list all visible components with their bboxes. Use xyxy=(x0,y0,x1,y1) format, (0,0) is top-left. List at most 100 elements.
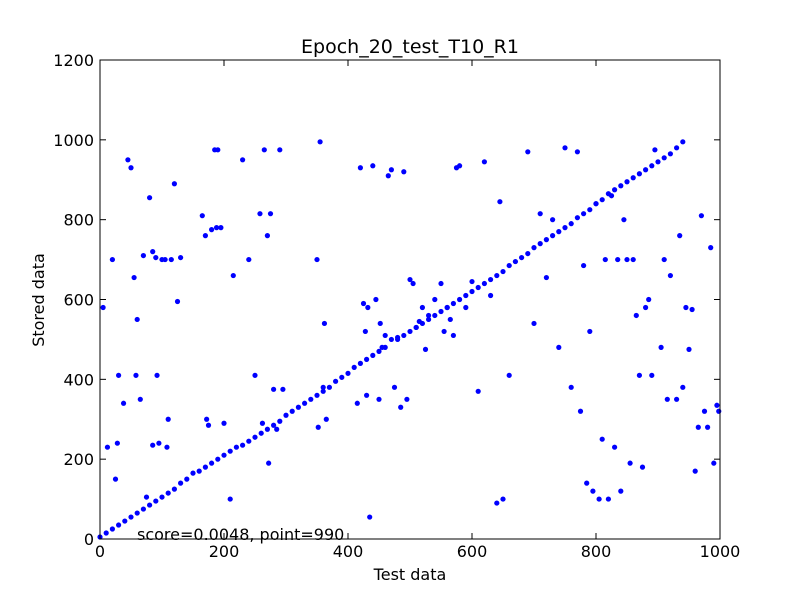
data-point xyxy=(602,256,608,263)
data-point xyxy=(209,460,215,466)
data-point xyxy=(274,426,280,432)
data-point xyxy=(636,372,643,378)
data-point xyxy=(159,494,165,500)
data-point xyxy=(689,306,695,313)
data-point xyxy=(630,175,636,181)
data-point xyxy=(364,392,370,398)
data-point xyxy=(354,400,360,406)
data-point xyxy=(432,312,438,319)
data-point xyxy=(258,430,264,436)
data-point xyxy=(215,147,221,153)
data-point xyxy=(345,370,351,376)
data-point xyxy=(351,364,357,370)
data-point xyxy=(128,165,134,171)
data-point xyxy=(649,163,655,169)
data-point xyxy=(289,408,295,414)
data-point xyxy=(608,193,615,199)
data-point xyxy=(131,274,137,281)
data-point xyxy=(475,284,481,291)
data-point xyxy=(612,187,618,193)
data-point xyxy=(314,256,320,263)
data-point xyxy=(506,372,512,378)
data-point xyxy=(196,468,202,474)
data-point xyxy=(556,229,562,235)
data-point xyxy=(701,408,708,414)
data-point xyxy=(388,336,394,343)
data-point xyxy=(680,139,686,145)
data-point xyxy=(450,332,456,339)
y-tick-label: 1000 xyxy=(53,131,94,150)
data-point xyxy=(562,145,568,151)
data-point xyxy=(280,386,286,392)
data-point xyxy=(618,183,624,189)
data-point xyxy=(205,422,212,428)
data-point xyxy=(302,400,308,406)
data-point xyxy=(525,250,531,257)
data-point xyxy=(382,332,388,339)
data-point xyxy=(593,201,599,207)
data-point xyxy=(537,211,543,217)
data-point xyxy=(376,396,382,402)
data-point xyxy=(134,510,140,516)
data-point xyxy=(252,434,258,440)
data-point xyxy=(339,374,345,380)
data-point xyxy=(680,384,686,390)
data-point xyxy=(154,372,160,378)
data-point xyxy=(140,506,146,512)
data-point xyxy=(419,304,425,311)
data-point xyxy=(450,300,456,307)
data-point xyxy=(315,424,321,430)
data-point xyxy=(190,470,196,476)
data-point xyxy=(112,476,119,482)
data-point xyxy=(114,440,120,446)
x-tick-label: 800 xyxy=(581,542,612,561)
data-point xyxy=(134,316,140,323)
data-point xyxy=(630,256,636,263)
data-point xyxy=(171,181,177,187)
data-point xyxy=(385,173,391,179)
chart-title: Epoch_20_test_T10_R1 xyxy=(301,36,519,58)
data-point xyxy=(711,460,717,466)
data-point xyxy=(500,268,506,275)
data-point xyxy=(333,378,339,384)
data-point xyxy=(398,404,404,410)
data-point xyxy=(590,488,596,494)
data-point xyxy=(367,514,373,520)
data-point xyxy=(227,496,233,502)
data-point xyxy=(677,233,683,239)
data-point xyxy=(116,372,122,378)
data-point xyxy=(240,442,246,448)
data-point xyxy=(109,256,115,263)
data-point xyxy=(370,352,376,358)
data-point xyxy=(360,300,367,307)
data-point xyxy=(674,145,680,151)
data-point xyxy=(543,274,550,281)
data-point xyxy=(646,296,652,303)
data-point xyxy=(326,384,332,390)
data-point xyxy=(213,225,220,231)
data-point xyxy=(716,408,722,414)
y-tick-label: 0 xyxy=(84,530,94,549)
data-point xyxy=(259,420,266,426)
data-point xyxy=(271,422,277,428)
data-point xyxy=(252,372,258,378)
data-point xyxy=(277,147,283,153)
data-point xyxy=(599,436,605,442)
data-point xyxy=(627,460,633,466)
data-point xyxy=(308,396,314,402)
data-point xyxy=(469,288,475,295)
data-point xyxy=(574,149,581,155)
data-point xyxy=(233,444,239,450)
data-point xyxy=(199,213,205,219)
x-axis-label: Test data xyxy=(373,565,447,584)
data-point xyxy=(708,245,714,251)
data-point xyxy=(655,159,661,165)
data-point xyxy=(698,213,705,219)
plot-area xyxy=(100,60,720,539)
data-point xyxy=(494,272,500,279)
data-point xyxy=(426,316,432,323)
data-point xyxy=(568,384,574,390)
data-point xyxy=(227,448,233,454)
data-point xyxy=(103,530,109,536)
